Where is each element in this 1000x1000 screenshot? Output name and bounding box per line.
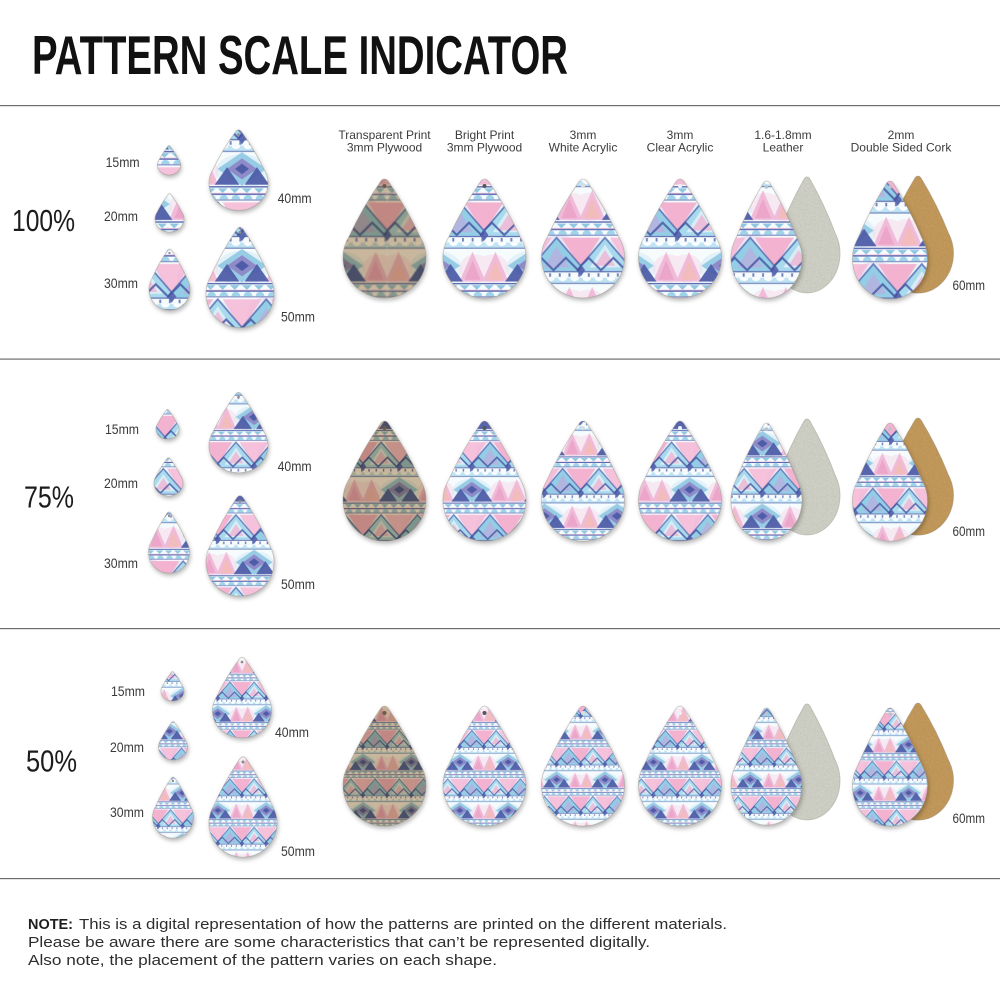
svg-text:50%: 50%	[26, 744, 77, 779]
svg-text:Transparent Print: Transparent Print	[338, 128, 431, 142]
svg-text:Bright Print: Bright Print	[455, 128, 515, 142]
svg-text:30mm: 30mm	[110, 804, 144, 820]
svg-text:15mm: 15mm	[111, 683, 145, 699]
svg-text:60mm: 60mm	[953, 523, 986, 539]
svg-text:75%: 75%	[24, 480, 74, 515]
svg-text:This is a digital representati: This is a digital representation of how …	[79, 917, 727, 933]
svg-text:20mm: 20mm	[104, 475, 138, 491]
svg-text:NOTE:: NOTE:	[28, 917, 73, 933]
svg-text:60mm: 60mm	[953, 810, 986, 826]
svg-text:3mm: 3mm	[570, 128, 597, 142]
svg-text:50mm: 50mm	[281, 309, 315, 325]
svg-text:1.6-1.8mm: 1.6-1.8mm	[754, 128, 811, 142]
svg-text:20mm: 20mm	[110, 739, 144, 755]
svg-text:30mm: 30mm	[104, 275, 138, 291]
svg-text:PATTERN SCALE INDICATOR: PATTERN SCALE INDICATOR	[32, 24, 568, 86]
svg-text:30mm: 30mm	[104, 555, 138, 571]
svg-text:2mm: 2mm	[888, 128, 915, 142]
svg-text:3mm: 3mm	[667, 128, 694, 142]
svg-text:3mm Plywood: 3mm Plywood	[447, 141, 522, 155]
svg-text:20mm: 20mm	[104, 208, 138, 224]
svg-text:100%: 100%	[12, 203, 75, 238]
svg-text:White Acrylic: White Acrylic	[549, 141, 618, 155]
svg-text:50mm: 50mm	[281, 843, 315, 859]
svg-text:50mm: 50mm	[281, 576, 315, 592]
svg-text:40mm: 40mm	[278, 458, 312, 474]
svg-text:3mm Plywood: 3mm Plywood	[347, 141, 422, 155]
svg-text:Clear Acrylic: Clear Acrylic	[647, 141, 714, 155]
svg-text:40mm: 40mm	[275, 724, 309, 740]
svg-text:Leather: Leather	[763, 141, 804, 155]
svg-text:Please be aware there are some: Please be aware there are some character…	[28, 935, 650, 951]
svg-text:60mm: 60mm	[953, 277, 986, 293]
svg-text:15mm: 15mm	[105, 421, 139, 437]
svg-text:40mm: 40mm	[278, 190, 312, 206]
svg-text:Also note, the placement of th: Also note, the placement of the pattern …	[28, 953, 497, 969]
svg-text:Double Sided Cork: Double Sided Cork	[851, 141, 953, 155]
svg-text:15mm: 15mm	[106, 154, 140, 170]
